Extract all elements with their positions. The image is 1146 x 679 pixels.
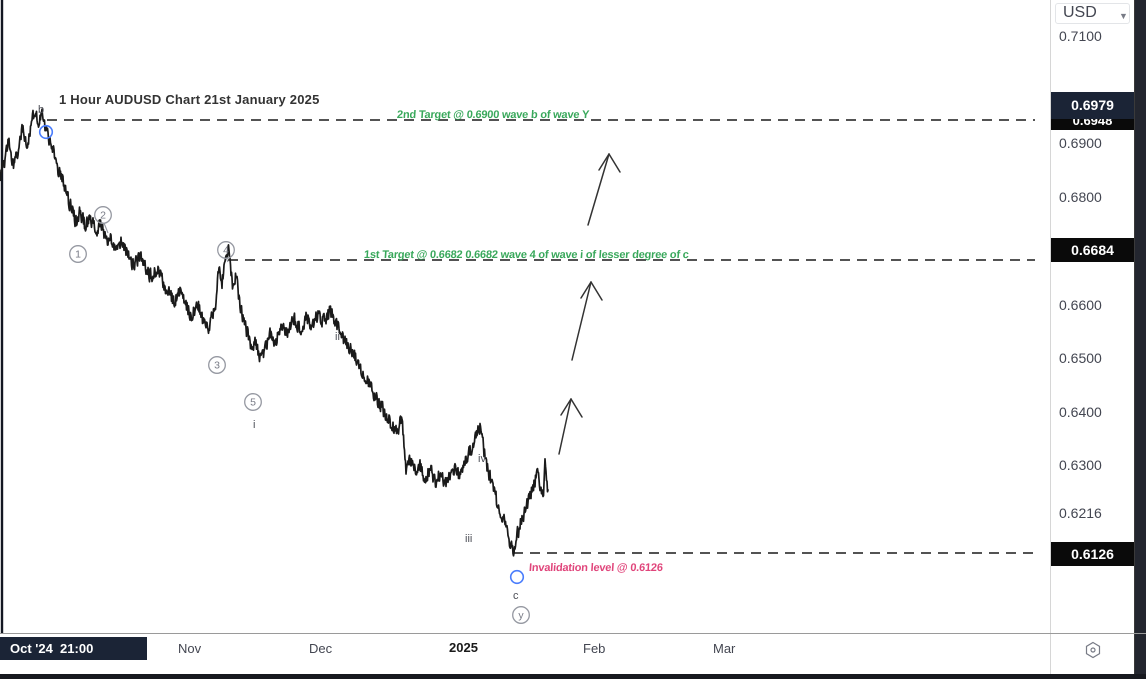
svg-text:ii: ii <box>335 331 340 343</box>
svg-text:1: 1 <box>75 249 81 261</box>
svg-text:iii: iii <box>465 533 472 545</box>
svg-text:y: y <box>518 610 524 622</box>
svg-text:2: 2 <box>100 210 106 222</box>
svg-text:3: 3 <box>214 360 220 372</box>
svg-text:c: c <box>513 590 519 602</box>
svg-text:i: i <box>253 419 255 431</box>
svg-text:b: b <box>38 104 44 116</box>
svg-text:iv: iv <box>478 453 486 465</box>
svg-text:5: 5 <box>250 397 256 409</box>
svg-text:4: 4 <box>223 245 229 257</box>
